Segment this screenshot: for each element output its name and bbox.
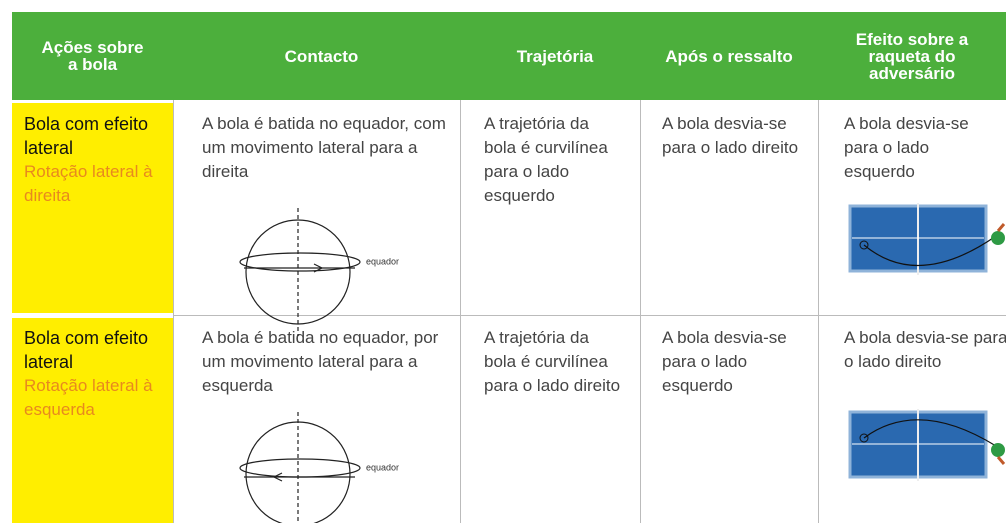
rotation: Rotação lateral à esquerda	[24, 376, 153, 419]
diagram-label: equador	[366, 462, 399, 472]
divider	[460, 100, 461, 523]
bounce: A bola desvia-se para o lado esquerdo	[662, 328, 787, 395]
header-text: Após o ressalto	[665, 46, 793, 66]
contact: A bola é batida no equador, com um movim…	[202, 114, 446, 181]
effect: A bola desvia-se para o lado direito	[844, 328, 1006, 371]
header-text: Contacto	[284, 46, 359, 66]
sphere-diagram	[239, 208, 361, 336]
divider	[173, 315, 1006, 316]
divider	[640, 100, 641, 523]
effect: A bola desvia-se para o lado esquerdo	[844, 114, 969, 181]
trajectory: A trajetória da bola é curvilínea para o…	[484, 114, 608, 205]
header-text: Ações sobre a bola	[41, 38, 144, 74]
sphere-diagram	[239, 412, 361, 523]
action: Bola com efeito lateral Rotação lateral …	[24, 326, 169, 422]
bounce: A bola desvia-se para o lado direito	[662, 114, 799, 157]
divider	[818, 100, 819, 523]
header-text: Trajetória	[516, 46, 594, 66]
action: Bola com efeito lateral Rotação lateral …	[24, 112, 169, 208]
rotation: Rotação lateral à direita	[24, 162, 153, 205]
table-diagram	[848, 409, 1006, 481]
contact: A bola é batida no equador, por um movim…	[202, 328, 439, 395]
action-title: Bola com efeito lateral	[24, 328, 149, 372]
table-diagram	[848, 203, 1006, 275]
diagram-label: equador	[366, 256, 399, 266]
action-cell	[12, 103, 173, 313]
header-cell: Efeito sobre a raqueta do adversário	[818, 12, 1006, 100]
divider	[173, 100, 174, 523]
header-cell: Contacto	[173, 12, 470, 100]
header-cell: Trajetória	[470, 12, 640, 100]
action-cell	[12, 318, 173, 523]
header-text: Efeito sobre a raqueta do adversário	[855, 29, 969, 83]
trajectory: A trajetória da bola é curvilínea para o…	[484, 328, 621, 395]
header-cell: Ações sobre a bola	[12, 12, 173, 100]
action-title: Bola com efeito lateral	[24, 114, 149, 158]
header-cell: Após o ressalto	[640, 12, 818, 100]
